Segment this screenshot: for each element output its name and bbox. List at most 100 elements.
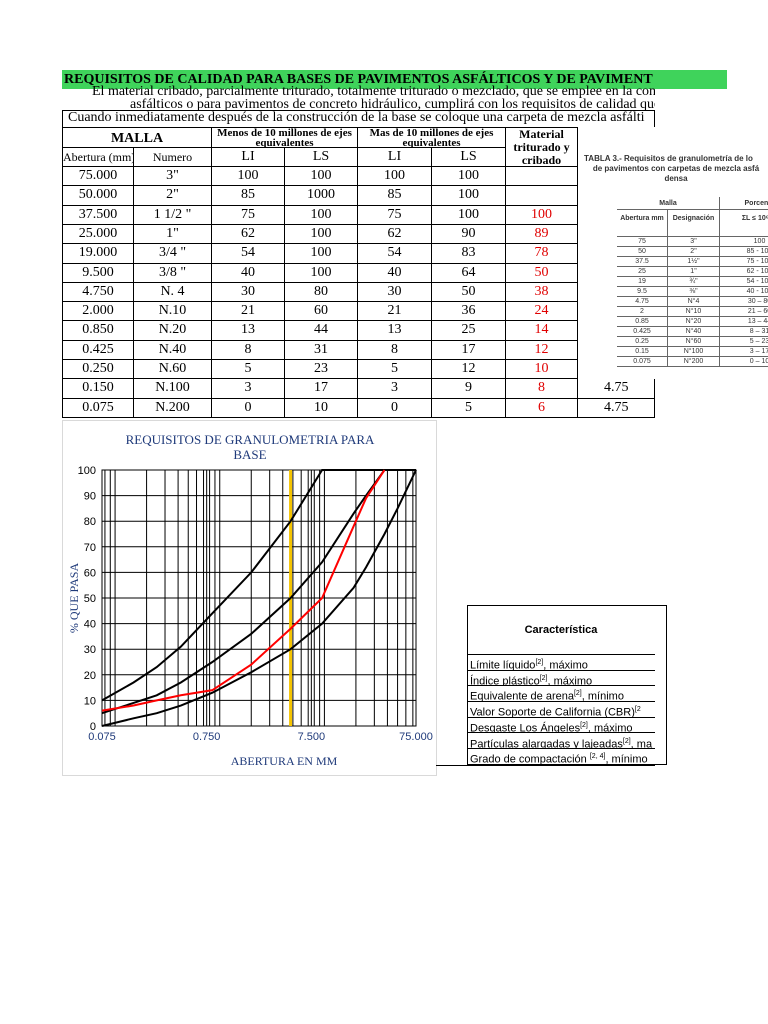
column-header: Abertura (mm) [62, 148, 134, 167]
table-cell: 83 [432, 244, 506, 264]
tabla3-cell: 0.425 [617, 327, 668, 337]
tabla3-title: densa [664, 174, 688, 183]
table-cell: 85 [358, 186, 432, 206]
table-cell: 10 [285, 398, 358, 418]
y-tick-label: 90 [84, 491, 96, 503]
tabla3-cell: 9.5 [617, 287, 668, 297]
tabla3-cell: N°200 [668, 357, 720, 367]
tabla3-cell: N°40 [668, 327, 720, 337]
table-cell: 100 [506, 205, 578, 225]
table-cell: 54 [358, 244, 432, 264]
char-text: [2, 4] [589, 753, 606, 761]
table-cell: 100 [285, 224, 358, 245]
table-cell: 4.75 [578, 379, 655, 399]
table-cell: 0.150 [62, 379, 134, 399]
tabla3-cell: 13 – 44 [720, 317, 768, 327]
table-cell: 10 [506, 360, 578, 380]
tabla3-cell: 25 [617, 267, 668, 277]
tabla3-cell: 50 [617, 247, 668, 257]
y-tick-label: 20 [84, 670, 96, 682]
char-row: Valor Soporte de California (CBR)[2 [467, 702, 655, 718]
table-cell: 30 [212, 282, 285, 303]
chart: 0 10 20 30 40 50 60 70 80 90 100 0.075 0.750 7.500 75.… [62, 420, 437, 776]
table-cell: 62 [212, 224, 285, 245]
char-text: Índice plástico [470, 675, 540, 687]
header-cell: Material triturado y cribado [506, 127, 578, 167]
y-axis-label: % QUE PASA [67, 563, 81, 634]
char-text: [2 [634, 706, 641, 714]
table-cell: 3 [358, 379, 432, 399]
table-cell: 78 [506, 244, 578, 264]
table-cell: 21 [358, 302, 432, 322]
tabla3-title: de pavimentos con carpetas de mezcla asf… [592, 164, 760, 173]
tabla3-cell: 30 – 80 [720, 297, 768, 307]
tabla3-cell: 2" [668, 247, 720, 257]
char-text: Partículas alargadas y lajeadas [470, 738, 623, 750]
table-cell: 25.000 [62, 224, 134, 245]
tabla3-cell: 5 – 23 [720, 337, 768, 347]
table-cell: 3" [134, 167, 212, 187]
table-cell: 62 [358, 224, 432, 245]
tabla3-cell: 1" [668, 267, 720, 277]
chart-title: REQUISITOS DE GRANULOMETRIA PARA BASE [125, 432, 375, 462]
x-tick-label: 0.075 [88, 731, 116, 743]
table-cell: 4.750 [62, 282, 134, 303]
char-header: Característica [467, 605, 655, 655]
tabla3-cell: ¾" [668, 277, 720, 287]
table-cell: 1" [134, 224, 212, 245]
table-cell: 0.425 [62, 340, 134, 361]
char-text: Equivalente de arena [470, 691, 574, 703]
table-cell: 17 [285, 379, 358, 399]
table-cell: 36 [432, 302, 506, 322]
char-row: Límite líquido[2], máximo [467, 655, 655, 671]
tabla3-cell: 21 – 60 [720, 307, 768, 317]
table-cell: 40 [358, 263, 432, 283]
y-tick-label: 70 [84, 542, 96, 554]
table-cell: N.20 [134, 321, 212, 341]
y-tick-label: 10 [84, 695, 96, 707]
table-cell: 5 [212, 360, 285, 380]
table-cell: 8 [358, 340, 432, 361]
table-cell: 1 1/2 " [134, 205, 212, 225]
plot-border [101, 469, 417, 727]
note-border [62, 110, 655, 127]
header-cell: Mas de 10 millones de ejes equivalentes [358, 127, 506, 148]
series-line [101, 469, 417, 727]
char-text: Desgaste Los Ángeles [470, 722, 581, 734]
table-cell: 100 [358, 167, 432, 187]
table-cell: 0.075 [62, 398, 134, 418]
tabla3-cell: 75 [617, 237, 668, 247]
table-cell: 37.500 [62, 205, 134, 225]
table-cell: 2" [134, 186, 212, 206]
rule [436, 765, 655, 766]
table-cell: 21 [212, 302, 285, 322]
tabla3-cell: 85 - 100 [720, 247, 768, 257]
tabla3-cell: ⅜" [668, 287, 720, 297]
table-cell: 2.000 [62, 302, 134, 322]
table-cell [506, 186, 578, 206]
y-tick-label: 30 [84, 644, 96, 656]
table-cell: 0 [212, 398, 285, 418]
column-header: LS [432, 148, 506, 167]
table-cell [506, 167, 578, 187]
y-tick-label: 60 [84, 567, 96, 579]
table-cell: 0 [358, 398, 432, 418]
table-cell: N.200 [134, 398, 212, 418]
x-tick-label: 75.000 [399, 731, 433, 743]
tabla3-cell: 100 [720, 237, 768, 247]
y-tick-label: 40 [84, 619, 96, 631]
table-cell: 50 [506, 263, 578, 283]
table-cell: 3 [212, 379, 285, 399]
note: asfálticos o para pavimentos de concreto… [130, 97, 655, 112]
char-row: Desgaste Los Ángeles[2], máximo [467, 718, 655, 734]
char-text: Límite líquido [470, 659, 536, 671]
table-cell: N.100 [134, 379, 212, 399]
tabla3-cell: Designación [668, 210, 720, 237]
column-header: Numero [134, 148, 212, 167]
table-cell: 25 [432, 321, 506, 341]
char-row: Grado de compactación [2, 4], mínimo [467, 749, 655, 765]
char-text: , mínimo [605, 753, 648, 765]
table-cell: 8 [506, 379, 578, 399]
tabla3-cell: 75 - 100 [720, 257, 768, 267]
tabla3-cell: 62 - 100 [720, 267, 768, 277]
